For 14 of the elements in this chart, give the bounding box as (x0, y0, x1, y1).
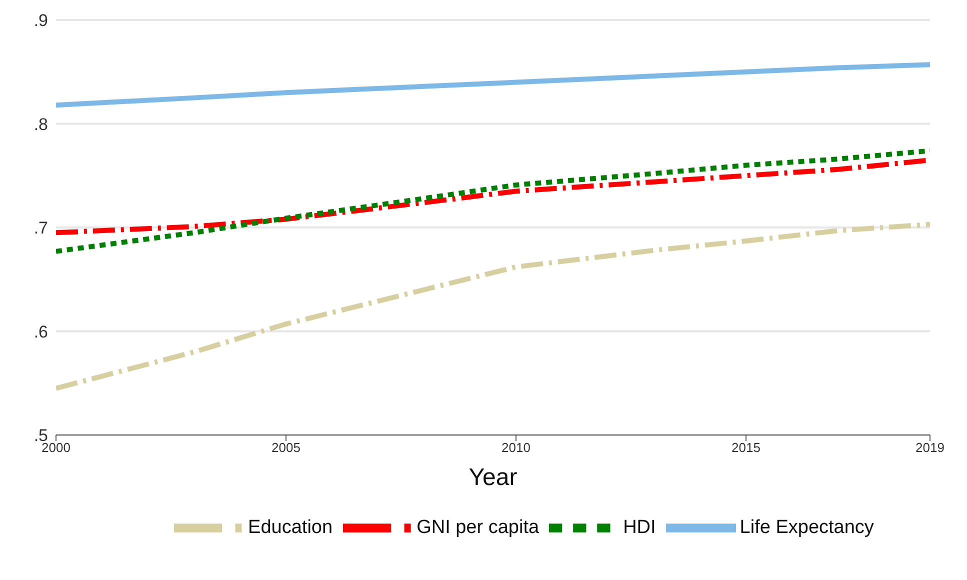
legend-label: GNI per capita (416, 517, 540, 538)
x-tick-label: 2015 (732, 440, 760, 456)
x-tick-label: 2005 (272, 440, 300, 456)
x-axis-title: Year (468, 464, 518, 491)
y-tick-label: .6 (34, 322, 48, 342)
x-tick-label: 2000 (42, 440, 70, 456)
legend-label: HDI (623, 517, 656, 538)
legend-label: Life Expectancy (740, 517, 874, 538)
x-tick-label: 2010 (502, 440, 530, 456)
y-tick-label: .9 (34, 11, 48, 30)
x-tick-label: 2019 (916, 440, 944, 456)
legend-label: Education (248, 517, 333, 538)
y-tick-label: .8 (34, 114, 48, 134)
y-tick-label: .7 (34, 218, 48, 238)
